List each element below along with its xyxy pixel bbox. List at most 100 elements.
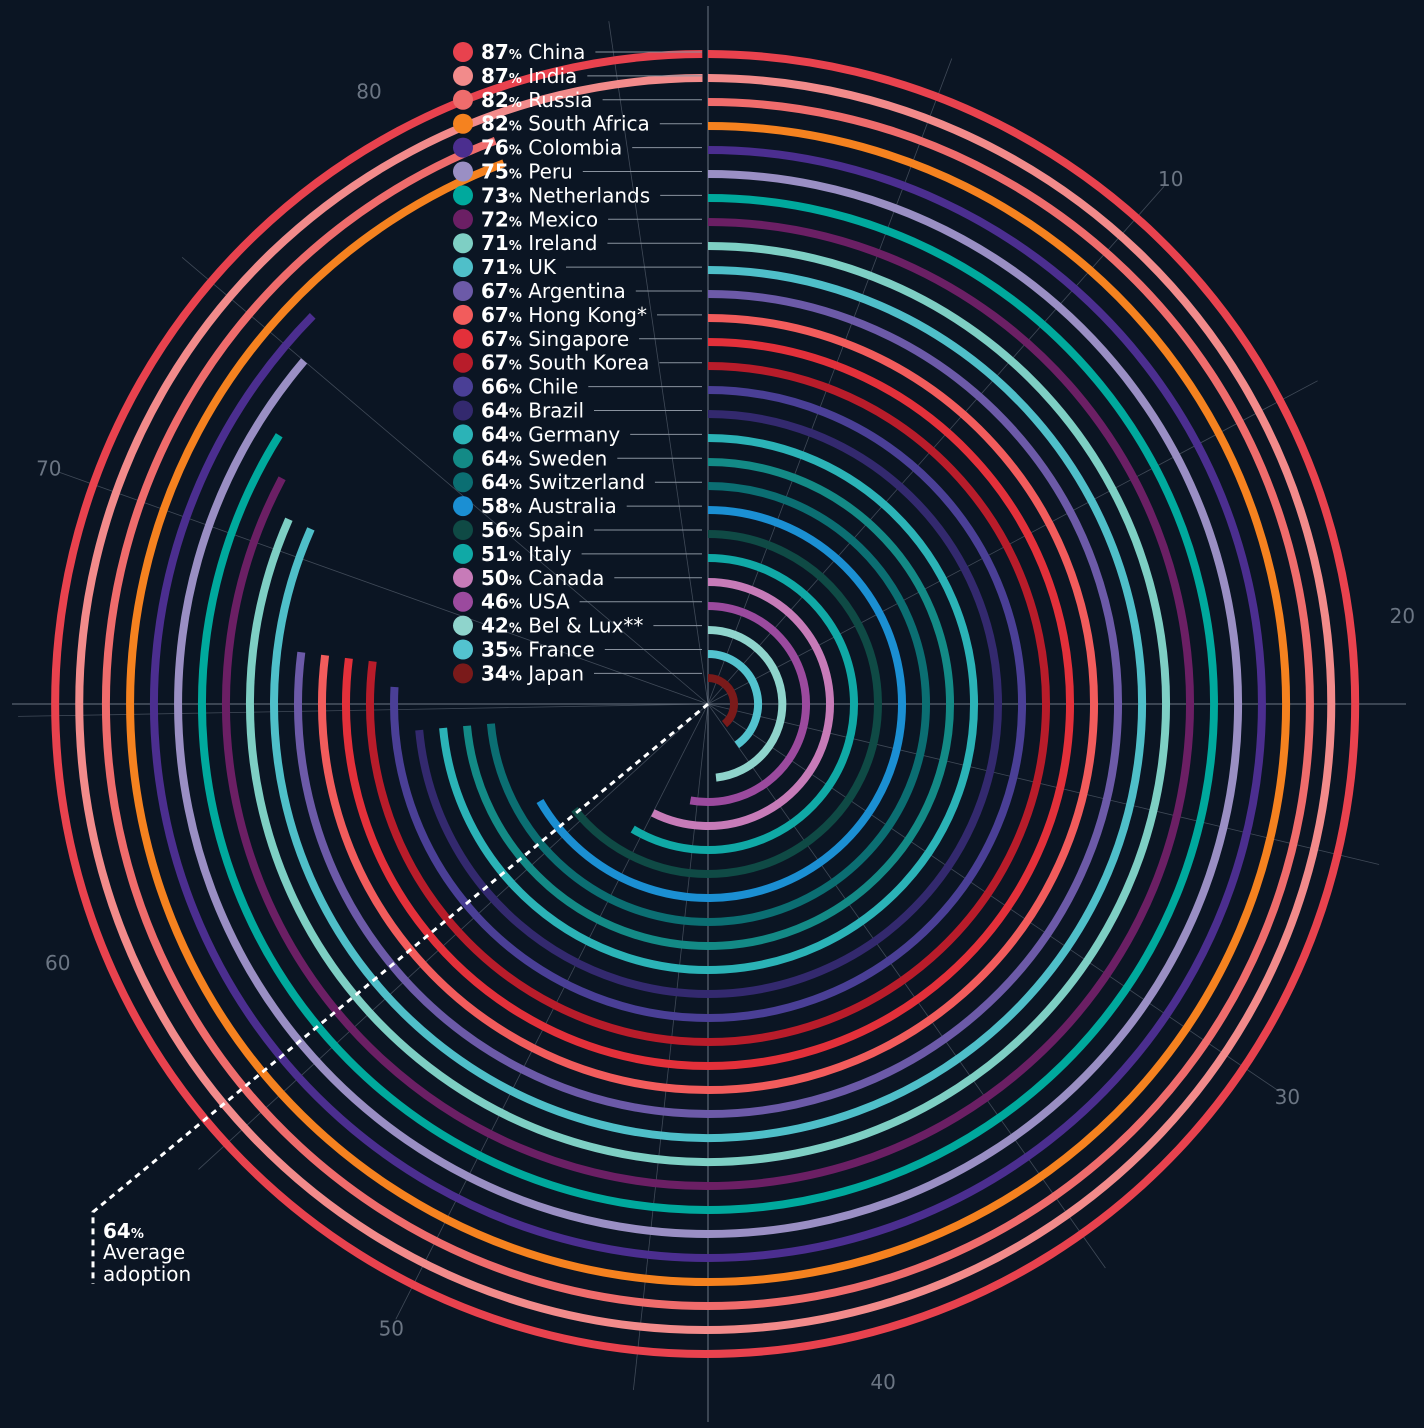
legend-swatch [453, 615, 473, 636]
legend-unit: % [509, 407, 522, 422]
legend-item: 35% France [453, 638, 702, 662]
legend-item: 87% India [453, 64, 702, 88]
legend-item: 76% Colombia [453, 136, 702, 160]
legend-country: South Africa [522, 112, 650, 136]
radial-gridline [18, 703, 709, 717]
legend-country: Chile [522, 375, 578, 399]
legend-value: 71 [481, 231, 509, 255]
legend-swatch [453, 161, 473, 182]
arc-netherlands [197, 194, 1218, 1214]
legend-label: 87% China [481, 40, 585, 64]
legend-swatch [453, 472, 473, 493]
arc-canada [650, 578, 834, 830]
legend-label: 75% Peru [481, 160, 573, 184]
average-value-number: 64 [103, 1219, 131, 1243]
legend-swatch [453, 543, 473, 564]
legend-country: Spain [522, 518, 584, 542]
legend-value: 75 [481, 160, 509, 184]
legend-value: 56 [481, 518, 509, 542]
legend-unit: % [509, 646, 522, 661]
scale-tick-label: 20 [1390, 604, 1415, 628]
legend-label: 76% Colombia [481, 136, 622, 160]
legend-country: Germany [522, 422, 620, 446]
legend-value: 58 [481, 494, 509, 518]
arc-germany [439, 434, 979, 974]
arc-mexico [221, 218, 1194, 1190]
legend-country: South Korea [522, 351, 650, 375]
legend-item: 71% Ireland [453, 231, 702, 255]
legend-country: Netherlands [522, 183, 650, 207]
legend-label: 72% Mexico [481, 207, 598, 231]
legend-unit: % [509, 191, 522, 206]
legend-value: 64 [481, 399, 509, 423]
legend-item: 51% Italy [453, 542, 702, 566]
legend-country: Hong Kong* [522, 303, 647, 327]
legend-swatch [453, 352, 473, 373]
legend-value: 67 [481, 279, 509, 303]
legend-swatch [453, 400, 473, 421]
legend-label: 67% Hong Kong* [481, 303, 647, 327]
legend-swatch [453, 89, 473, 110]
legend-value: 82 [481, 88, 509, 112]
legend-label: 34% Japan [481, 661, 584, 685]
legend-label: 71% Ireland [481, 231, 597, 255]
legend-swatch [453, 257, 473, 278]
legend-label: 50% Canada [481, 566, 604, 590]
legend-country: Brazil [522, 399, 584, 423]
legend-swatch [453, 328, 473, 349]
legend-label: 87% India [481, 64, 577, 88]
legend-swatch [453, 567, 473, 588]
legend-item: 67% Argentina [453, 279, 702, 303]
legend-unit: % [509, 263, 522, 278]
legend-swatch [453, 281, 473, 301]
legend-item: 82% Russia [453, 88, 702, 112]
legend-label: 64% Switzerland [481, 470, 645, 494]
legend-swatch [453, 448, 473, 469]
legend-swatch [453, 424, 473, 445]
legend-swatch [453, 639, 473, 660]
legend-item: 72% Mexico [453, 207, 702, 231]
legend-country: Japan [522, 661, 584, 685]
legend-item: 58% Australia [453, 494, 702, 518]
legend-label: 64% Brazil [481, 399, 584, 423]
average-indicator-line [91, 702, 709, 1284]
legend-label: 82% South Africa [481, 112, 650, 136]
legend-country: Mexico [522, 207, 598, 231]
arc-india [75, 74, 1336, 1334]
legend-value: 67 [481, 351, 509, 375]
legend-value: 35 [481, 638, 509, 662]
legend-country: China [522, 40, 586, 64]
legend-country: India [522, 64, 577, 88]
legend-unit: % [509, 526, 522, 541]
arc-chile [390, 386, 1026, 1022]
legend-country: Bel & Lux** [522, 614, 644, 638]
legend-value: 72 [481, 207, 509, 231]
legend-item: 64% Brazil [453, 399, 702, 423]
legend-swatch [453, 65, 473, 86]
legend-value: 51 [481, 542, 509, 566]
arc-switzerland [486, 482, 931, 926]
legend-item: 67% Hong Kong* [453, 303, 702, 327]
scale-tick-label: 70 [36, 457, 61, 481]
legend-label: 35% France [481, 638, 595, 662]
average-value-unit: % [131, 1227, 144, 1242]
legend-country: Colombia [522, 136, 622, 160]
legend-label: 64% Sweden [481, 446, 607, 470]
legend-label: 56% Spain [481, 518, 584, 542]
legend-label: 58% Australia [481, 494, 617, 518]
arc-south-korea [366, 362, 1050, 1046]
legend-swatch [453, 591, 473, 612]
legend-item: 73% Netherlands [453, 183, 702, 207]
legend-swatch [453, 233, 473, 254]
scale-tick-label: 60 [45, 951, 70, 975]
legend-country: UK [522, 255, 557, 279]
legend-unit: % [509, 48, 522, 63]
legend-value: 64 [481, 470, 509, 494]
legend-country: USA [522, 590, 570, 614]
legend-swatch [453, 496, 473, 517]
legend-value: 67 [481, 303, 509, 327]
average-label-line2: adoption [103, 1262, 191, 1286]
legend-country: Italy [522, 542, 572, 566]
legend-unit: % [509, 120, 522, 135]
